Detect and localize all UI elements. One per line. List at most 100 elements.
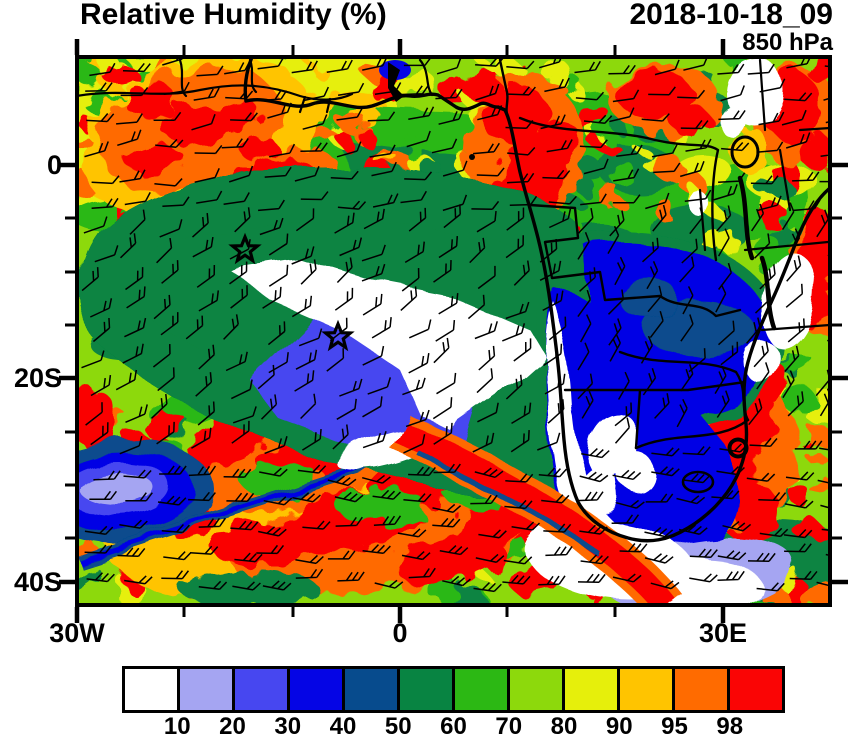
wind-barb [193,87,220,101]
wind-barb [432,517,461,528]
wind-barb [337,200,367,210]
wind-barb [93,470,121,481]
wind-barb [262,286,282,309]
wind-barb [362,345,385,366]
wind-barb [781,202,795,230]
wind-barb [574,60,601,74]
wind-barb [230,112,258,122]
wind-barb [406,130,431,148]
wind-barb [609,210,625,237]
colorbar-cell [730,669,782,710]
wind-barb [196,65,224,77]
wind-barb [640,335,654,364]
wind-barb [477,105,503,121]
wind-barb [717,550,747,561]
wind-barb [718,172,746,183]
wind-barb [232,406,257,424]
wind-barb [758,111,785,126]
wind-barb [90,422,109,446]
wind-barb [652,204,667,232]
dry-extension-land [525,285,795,603]
wind-barb [781,109,807,126]
colorbar-boundary-label: 60 [440,713,467,740]
wind-barb [711,489,740,500]
wind-barb [404,171,433,181]
wind-barb [784,92,813,102]
wind-barb [154,178,183,187]
wind-barb [361,263,386,282]
wind-barb [613,168,640,182]
wind-barb [748,398,763,426]
mottle-patch [812,479,828,496]
wind-barb [505,301,530,320]
wind-barb [786,59,813,69]
wind-barb [543,523,572,533]
wind-barb [94,245,119,263]
wind-barb [191,114,216,131]
wind-barb [786,255,802,282]
wind-barb [507,172,535,184]
wind-barb [787,318,806,343]
wind-barb [612,573,642,583]
wind-barb [81,350,105,369]
wind-barb [645,493,674,503]
wind-barb [334,491,364,503]
wind-barb [439,544,469,556]
wind-barb [612,469,642,481]
wind-barb [332,424,349,450]
wind-barb [471,200,500,211]
wind-barb [433,422,453,445]
wind-barb [502,323,526,342]
wind-barb [759,264,776,290]
wind-barb [159,465,187,475]
se-moist-band [391,413,681,603]
mottle-patch [79,60,104,88]
wind-barb [475,553,505,563]
wind-barb [503,555,533,565]
mottle-patch [756,177,791,197]
wind-barb [433,463,461,474]
wind-barb [785,283,804,308]
wind-barb [123,469,152,479]
wind-barb [477,402,499,423]
colorbar-cell [180,669,235,710]
wind-barb [758,491,787,502]
wind-barb [608,64,636,75]
wind-barb [793,199,821,212]
wind-barb [720,341,739,366]
wind-barb [294,166,320,182]
colorbar-boundary-label: 80 [550,713,578,740]
wind-barb [163,551,192,561]
colorbar-cell [565,669,620,710]
wind-barb [436,59,462,75]
wind-barb [717,320,735,346]
wind-barb [161,524,190,534]
wind-barb [504,499,533,510]
wind-barb [540,114,566,130]
wind-barb [260,90,288,102]
wind-barb [408,319,432,339]
wind-barb [259,467,288,477]
wind-barb [783,528,813,539]
wind-barb [817,476,828,486]
wind-barb [403,493,432,503]
wind-barb [689,548,718,559]
wind-barb [436,372,457,395]
wind-barb [785,471,815,481]
wind-barb [577,573,606,584]
wind-barb [682,473,711,484]
wind-barb [756,141,784,153]
wind-barb [404,241,425,264]
colorbar-boundary-label: 90 [605,713,633,740]
wind-barb [302,520,331,530]
wind-barb [754,288,772,314]
wind-barb [153,294,171,320]
wind-barb [258,526,287,537]
wind-barb [543,343,563,367]
wind-barb [756,195,782,212]
wind-barb [784,543,812,553]
wind-barb [291,295,313,318]
wind-barb [784,499,814,509]
wind-barb [257,59,285,70]
wind-barb [119,233,137,259]
